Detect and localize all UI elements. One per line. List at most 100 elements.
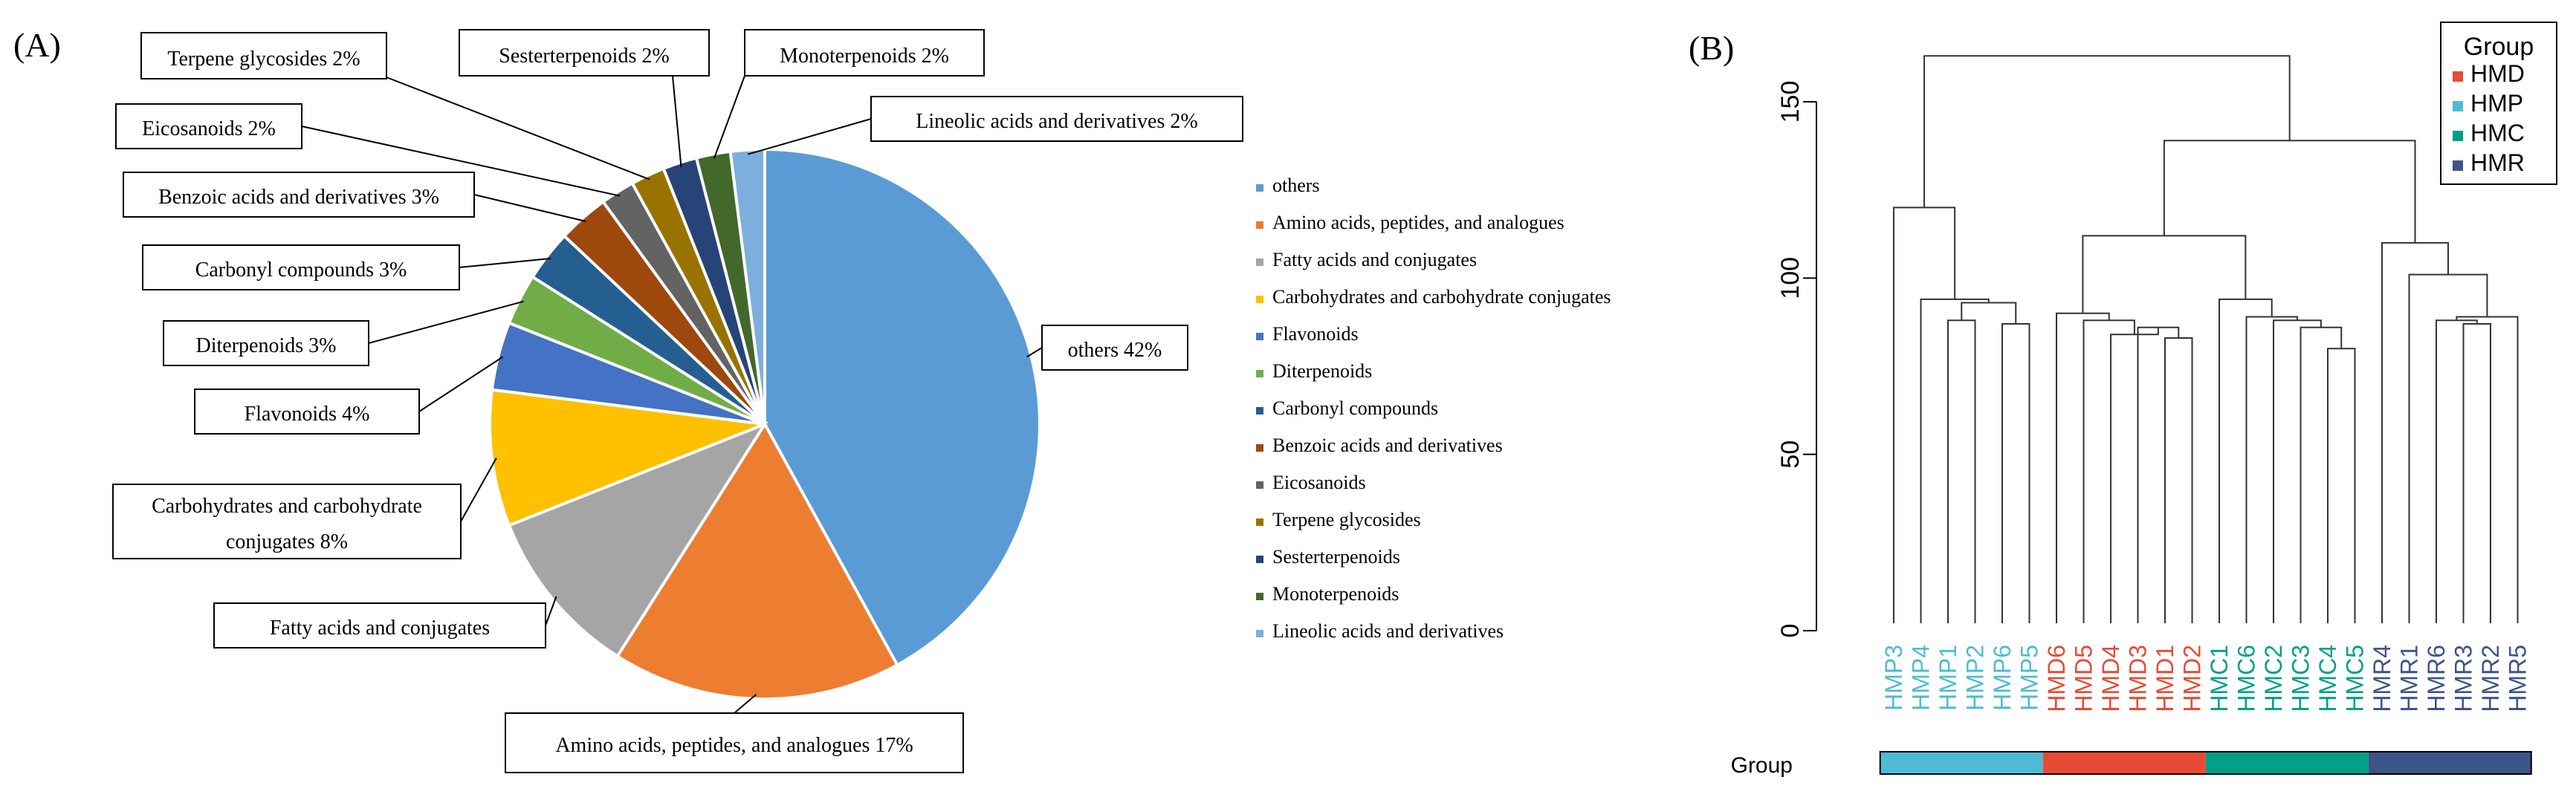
data-label-fatty-acids-and-conjugates: Fatty acids and conjugates <box>270 617 490 640</box>
leaf-label-hmr2: HMR2 <box>2477 645 2504 712</box>
callout-box-eicosanoids <box>115 103 302 149</box>
data-label-carbonyl-compounds: Carbonyl compounds 3% <box>195 259 407 282</box>
leader-line-carbonyl-compounds <box>459 257 551 268</box>
legend-swatch-sesterterpenoids <box>1256 556 1263 563</box>
callout-box-terpene-glycosides <box>140 32 387 79</box>
callout-box-carbonyl-compounds <box>142 244 460 290</box>
leaf-label-hmr1: HMR1 <box>2396 645 2423 712</box>
leaf-label-hmr4: HMR4 <box>2369 645 2395 712</box>
leaf-label-hmd2: HMD2 <box>2179 645 2206 712</box>
group-bar-segment-hmd <box>2042 752 2206 774</box>
group-bar-segment-hmc <box>2205 752 2369 774</box>
group-bar: Group <box>1731 751 2532 778</box>
legend-label-benzoic-acids-and-derivatives: Benzoic acids and derivatives <box>1272 435 1503 456</box>
dendrogram-link-17 <box>2436 319 2478 623</box>
pie-slice-others <box>763 147 1041 667</box>
leaf-label-hmp5: HMP5 <box>2016 645 2043 711</box>
legend-label-monoterpenoids: Monoterpenoids <box>1272 583 1399 605</box>
callout-box-lineolic-acids-and-derivatives <box>870 96 1243 142</box>
leader-line-amino-acids-peptides-and-analogues <box>734 694 757 714</box>
dendrogram-link-19 <box>2408 273 2488 623</box>
leaf-label-hmc2: HMC2 <box>2260 645 2287 712</box>
legend-label-carbohydrates-and-carbohydrate-conjugates: Carbohydrates and carbohydrate conjugate… <box>1272 286 1611 308</box>
dendrogram-y-axis: 0 50 100 150 <box>1776 81 1817 637</box>
leaf-label-hmp2: HMP2 <box>1962 645 1989 711</box>
pie-callouts: others 42% Amino acids, peptides, and ana… <box>112 29 1243 773</box>
callout-box-fatty-acids-and-conjugates <box>213 602 546 648</box>
panel-label-a: (A) <box>13 26 61 64</box>
group-bar-frame <box>1879 751 2532 775</box>
data-label-terpene-glycosides: Terpene glycosides 2% <box>167 48 360 71</box>
y-tick-label-150: 150 <box>1776 81 1805 123</box>
callout-box-benzoic-acids-and-derivatives <box>123 172 475 218</box>
leaf-label-hmp3: HMP3 <box>1880 645 1907 711</box>
leaf-label-hmc5: HMC5 <box>2342 645 2369 712</box>
legend-label-sesterterpenoids: Sesterterpenoids <box>1272 546 1400 568</box>
dendrogram-link-1 <box>1947 319 1976 623</box>
dendrogram-link-13 <box>2245 316 2298 623</box>
leader-line-diterpenoids <box>368 300 524 344</box>
legend-label-others: others <box>1272 175 1320 196</box>
callout-box-sesterterpenoids <box>459 29 710 77</box>
group-legend: Group HMD HMP HMC HMR <box>2440 22 2557 185</box>
y-tick-label-100: 100 <box>1776 257 1805 299</box>
dendrogram-link-7 <box>2110 327 2159 623</box>
dendrogram-link-3 <box>1920 298 1990 623</box>
data-label-lineolic-acids-and-derivatives: Lineolic acids and derivatives 2% <box>916 110 1197 133</box>
dendrogram-link-15 <box>2082 235 2247 313</box>
data-label-carbohydrates-and-carbohydrate-conjugates: Carbohydrates and carbohydrate conjugates… <box>152 495 422 553</box>
leader-line-terpene-glycosides <box>386 77 650 181</box>
leaf-label-hmp6: HMP6 <box>1989 645 2016 711</box>
leaf-label-hmd5: HMD5 <box>2071 645 2097 712</box>
legend-label-eicosanoids: Eicosanoids <box>1272 472 1366 493</box>
legend-swatch-diterpenoids <box>1256 370 1263 377</box>
leader-line-fatty-acids-and-conjugates <box>545 596 557 626</box>
data-label-benzoic-acids-and-derivatives: Benzoic acids and derivatives 3% <box>158 186 439 209</box>
pie-slice-carbohydrates-and-carbohydrate-conjugates <box>488 388 766 527</box>
data-label-monoterpenoids: Monoterpenoids 2% <box>780 45 949 68</box>
dendrogram-link-4 <box>1893 207 1956 623</box>
panel-label-b: (B) <box>1689 29 1734 67</box>
callout-box-diterpenoids <box>163 320 369 366</box>
legend-swatch-lineolic-acids-and-derivatives <box>1256 630 1263 637</box>
data-label-eicosanoids: Eicosanoids 2% <box>142 117 276 140</box>
legend-label-terpene-glycosides: Terpene glycosides <box>1272 509 1421 530</box>
leaf-label-hmd6: HMD6 <box>2043 645 2070 712</box>
data-label-sesterterpenoids: Sesterterpenoids 2% <box>499 45 669 68</box>
dendrogram-link-0 <box>2001 323 2030 623</box>
group-bar-label: Group <box>1731 753 1793 778</box>
dendrogram-link-20 <box>2381 241 2449 623</box>
leaf-label-hmc3: HMC3 <box>2288 645 2314 712</box>
leaf-label-hmr3: HMR3 <box>2450 645 2477 712</box>
callout-box-monoterpenoids <box>744 29 985 77</box>
group-legend-swatch-hmc <box>2453 131 2463 141</box>
dendrogram-link-5 <box>2164 337 2193 623</box>
leaf-label-hmr5: HMR5 <box>2505 645 2531 712</box>
callout-box-amino-acids-peptides-and-analogues <box>505 712 964 773</box>
legend-swatch-carbohydrates-and-carbohydrate-conjugates <box>1256 296 1263 303</box>
leader-line-flavonoids <box>418 356 503 412</box>
leader-line-monoterpenoids <box>713 75 745 159</box>
pie-slice-amino-acids-peptides-and-analogues <box>615 421 899 700</box>
legend-swatch-flavonoids <box>1256 333 1263 340</box>
legend-swatch-carbonyl-compounds <box>1256 407 1263 414</box>
leaf-label-hmc4: HMC4 <box>2314 645 2341 712</box>
legend-label-amino-acids-peptides-and-analogues: Amino acids, peptides, and analogues <box>1272 212 1564 233</box>
group-legend-label-hmp: HMP <box>2470 90 2523 117</box>
leaf-label-hmr6: HMR6 <box>2423 645 2450 712</box>
legend-label-fatty-acids-and-conjugates: Fatty acids and conjugates <box>1272 249 1477 270</box>
dendrogram-link-14 <box>2219 298 2273 623</box>
dendrogram-leaf-labels: HMP3 HMP4 HMP1 HMP2 HMP6 HMP5 HMD6 HMD5 HMD4 HMD3… <box>1880 645 2531 712</box>
group-legend-title: Group <box>2464 33 2534 61</box>
group-bar-segment-hmr <box>2368 752 2531 774</box>
legend-swatch-monoterpenoids <box>1256 593 1263 600</box>
pie-legend: others Amino acids, peptides, and analogu… <box>1256 175 1611 642</box>
group-legend-swatch-hmd <box>2453 71 2463 82</box>
dendrogram-link-12 <box>2273 319 2322 623</box>
leaf-label-hmd3: HMD3 <box>2125 645 2152 712</box>
group-legend-label-hmd: HMD <box>2470 60 2525 87</box>
dendrogram-link-16 <box>2462 323 2491 623</box>
pie-slice-fatty-acids-and-conjugates <box>507 420 768 659</box>
